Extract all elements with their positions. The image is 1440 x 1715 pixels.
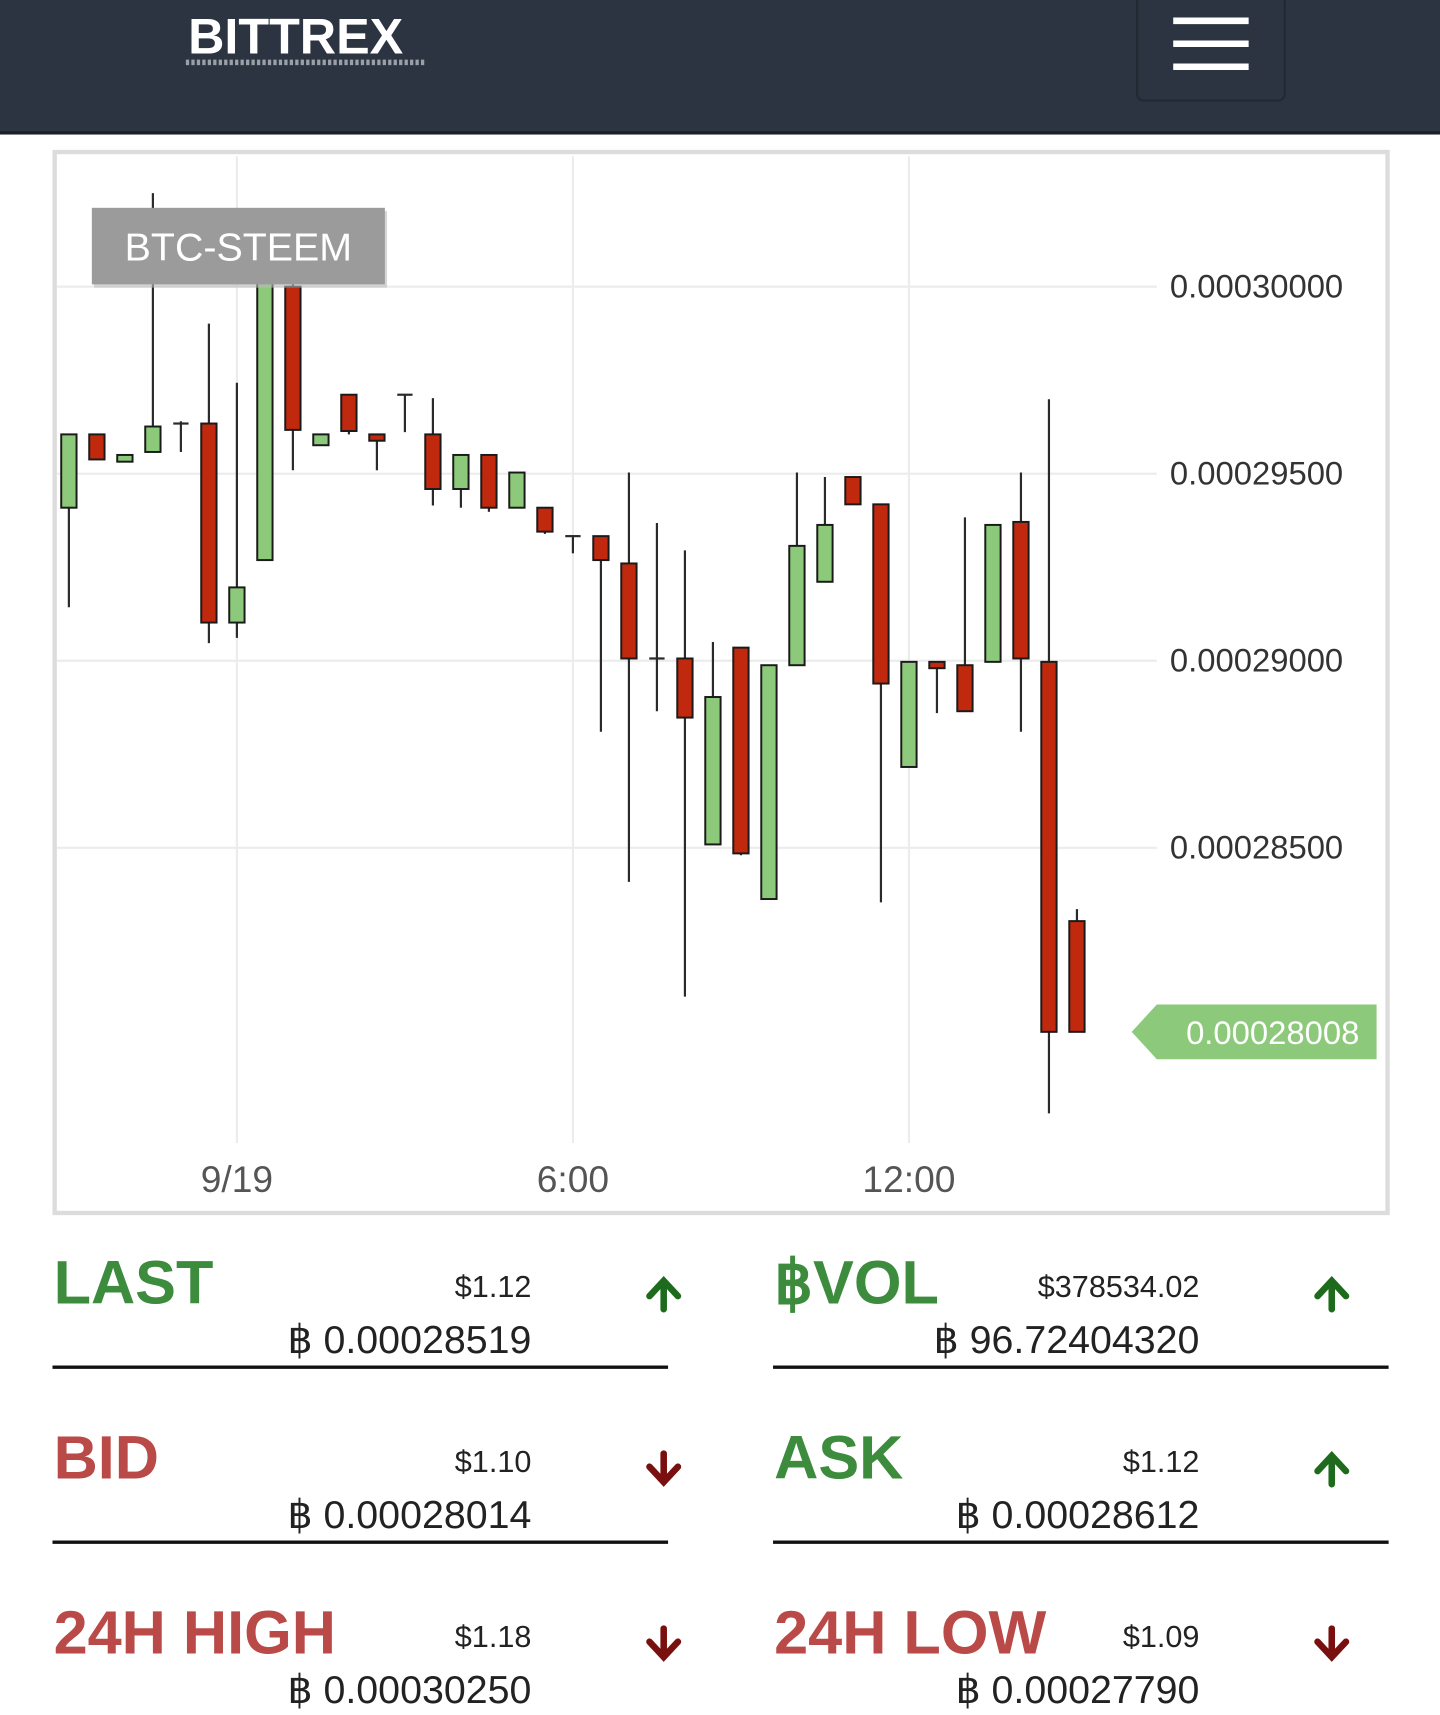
- top-bar-border: [0, 131, 1440, 135]
- stat-usd: $1.18: [455, 1620, 532, 1654]
- candle-body: [676, 657, 694, 719]
- trend-arrow: [1314, 1625, 1350, 1662]
- candle-body: [900, 660, 918, 768]
- candle-body: [816, 523, 834, 583]
- pair-title: BTC-STEEM: [125, 225, 352, 269]
- candle-body: [368, 433, 386, 442]
- candle-body: [732, 646, 750, 855]
- stat-label: LAST: [54, 1249, 214, 1317]
- stat-label: ฿VOL: [774, 1249, 939, 1317]
- menu-icon: [1173, 17, 1249, 70]
- trend-arrow: [646, 1450, 682, 1487]
- stat-label: 24H LOW: [774, 1599, 1046, 1667]
- stat-usd: $378534.02: [1038, 1270, 1200, 1304]
- candle-body: [1012, 520, 1030, 660]
- stat-btc: ฿ 96.72404320: [934, 1318, 1200, 1362]
- candle-body: [788, 544, 806, 667]
- candle-body: [1040, 660, 1058, 1033]
- candle-body: [340, 393, 358, 432]
- candle-body: [760, 664, 778, 901]
- last-price-label: 0.00028008: [1186, 1014, 1359, 1051]
- last-price-tag: [1131, 1004, 1377, 1060]
- stat-btc: ฿ 0.00027790: [956, 1668, 1200, 1712]
- candle-body: [88, 433, 106, 461]
- stat-label: BID: [54, 1424, 159, 1492]
- trend-arrow: [1314, 1275, 1350, 1313]
- candle-body: [704, 696, 722, 846]
- trend-arrow: [646, 1275, 682, 1313]
- stat-usd: $1.12: [1123, 1445, 1200, 1479]
- pair-badge: [91, 207, 385, 285]
- y-tick-label: 0.00028500: [1170, 829, 1343, 866]
- stat-label: ASK: [774, 1424, 903, 1492]
- candle-body: [144, 425, 162, 453]
- candle-body: [592, 535, 610, 562]
- candle-body: [116, 453, 134, 463]
- candle-body: [256, 272, 274, 562]
- candle-body: [312, 433, 330, 447]
- y-tick-label: 0.00029500: [1170, 455, 1343, 492]
- candle-body: [228, 586, 246, 624]
- candle-body: [452, 453, 470, 490]
- stat-btc: ฿ 0.00030250: [288, 1668, 532, 1712]
- x-tick-label: 9/19: [201, 1158, 273, 1200]
- candle-body: [872, 503, 890, 685]
- trend-arrow: [646, 1625, 682, 1662]
- candle-body: [844, 476, 862, 506]
- stat-label: 24H HIGH: [54, 1599, 336, 1667]
- stat-usd: $1.10: [455, 1445, 532, 1479]
- candle-body: [284, 285, 302, 431]
- candle-body: [984, 523, 1002, 663]
- x-tick-label: 6:00: [537, 1158, 609, 1200]
- trend-arrow: [1314, 1450, 1350, 1488]
- candle-body: [1068, 920, 1086, 1033]
- stat-btc: ฿ 0.00028612: [956, 1493, 1200, 1537]
- y-tick-label: 0.00029000: [1170, 642, 1343, 679]
- candle-body: [60, 433, 78, 509]
- candle-body: [480, 453, 498, 509]
- candle-body: [508, 471, 526, 509]
- stat-usd: $1.09: [1123, 1620, 1200, 1654]
- stat-btc: ฿ 0.00028519: [288, 1318, 532, 1362]
- candle-body: [424, 433, 442, 490]
- menu-button[interactable]: [1136, 0, 1286, 102]
- candle-body: [928, 660, 946, 670]
- brand[interactable]: BITTREX: [188, 8, 404, 65]
- candle-body: [956, 664, 974, 713]
- y-tick-label: 0.00030000: [1170, 268, 1343, 305]
- candle-body: [620, 562, 638, 660]
- stat-usd: $1.12: [455, 1270, 532, 1304]
- candle-body: [200, 422, 218, 624]
- x-tick-label: 12:00: [862, 1158, 955, 1200]
- stat-btc: ฿ 0.00028014: [288, 1493, 532, 1537]
- candle-body: [536, 506, 554, 533]
